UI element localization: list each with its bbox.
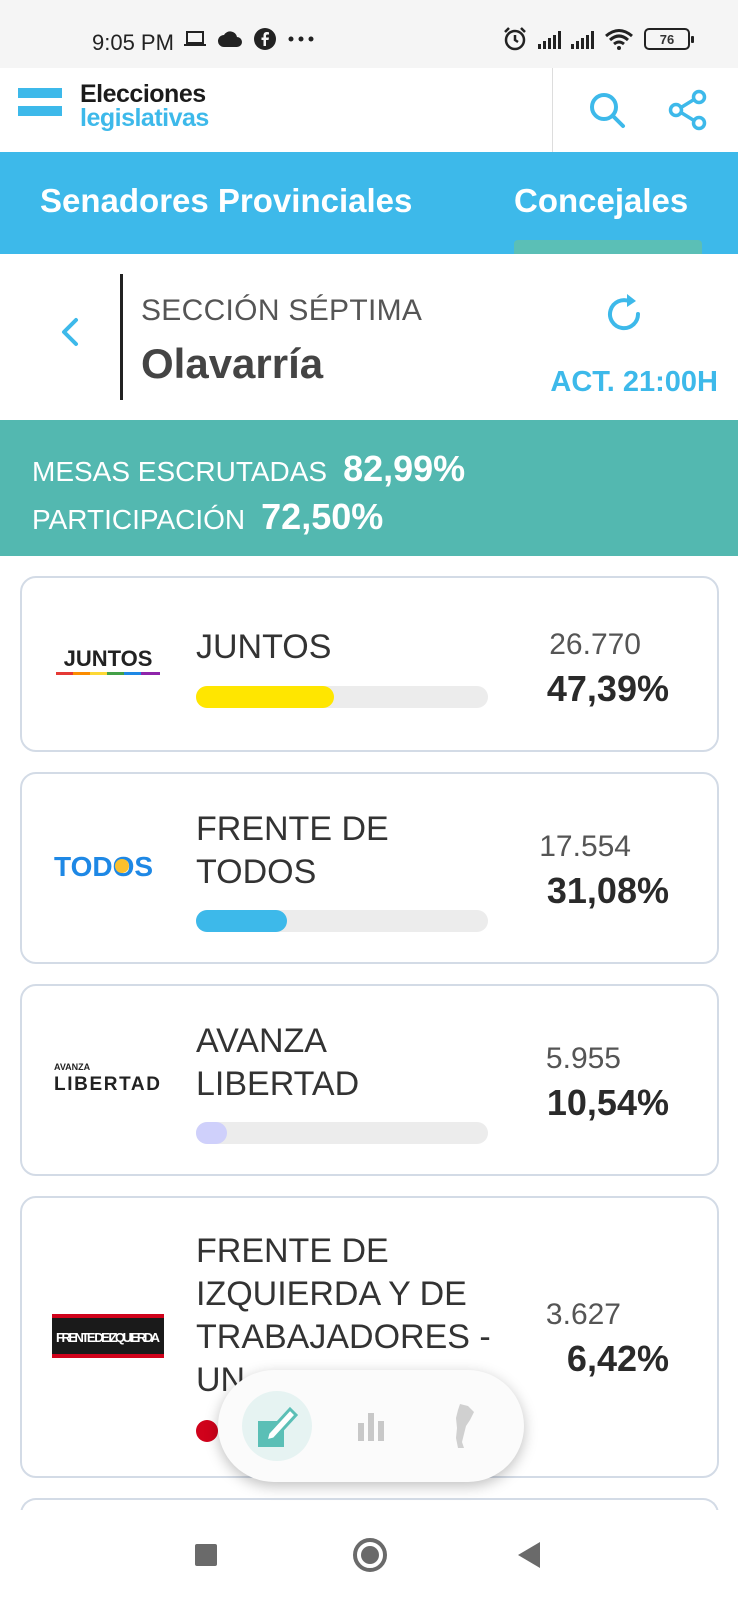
- vote-button[interactable]: [242, 1391, 312, 1461]
- svg-text:JUNTOS: JUNTOS: [64, 646, 153, 671]
- menu-logo-icon[interactable]: [18, 88, 62, 124]
- result-bar: [196, 910, 488, 932]
- signal-icon: [538, 29, 561, 49]
- refresh-icon[interactable]: [600, 290, 648, 338]
- todos-logo: TODOS: [54, 851, 153, 882]
- party-name: FRENTE DE IZQUIERDA Y DE TRABAJADORES - …: [196, 1232, 491, 1399]
- svg-text:AVANZA: AVANZA: [54, 1062, 91, 1072]
- result-bar: [196, 1420, 488, 1442]
- back-button[interactable]: [518, 1542, 540, 1568]
- location-divider: [120, 274, 123, 400]
- status-right-icons: 76: [502, 26, 694, 52]
- map-button[interactable]: [428, 1391, 498, 1461]
- svg-text:FRENTE DE IZQUIERDA: FRENTE DE IZQUIERDA: [56, 1330, 161, 1345]
- votes-count: 5.955: [545, 1042, 621, 1075]
- logo-line-2: legislativas: [80, 104, 209, 132]
- result-card[interactable]: JUNTOS JUNTOS 26.770 47,39%: [20, 576, 719, 752]
- result-card[interactable]: TODOS FRENTE DE TODOS 17.554 31,08%: [20, 772, 719, 964]
- svg-text:TODOS: TODOS: [54, 851, 153, 882]
- result-bar-fill: [196, 686, 334, 708]
- floating-nav: [218, 1370, 524, 1482]
- participacion-row: PARTICIPACIÓN 72,50%: [32, 496, 383, 538]
- result-bar-fill: [196, 910, 287, 932]
- wifi-icon: [605, 29, 633, 50]
- laptop-icon: [184, 31, 206, 46]
- cloud-icon: [218, 31, 242, 47]
- chevron-left-icon[interactable]: [50, 312, 90, 352]
- votes-count: 17.554: [539, 830, 631, 863]
- recent-apps-button[interactable]: [195, 1544, 217, 1566]
- logo-line-1: Elecciones: [80, 80, 206, 108]
- home-button[interactable]: [353, 1538, 387, 1572]
- party-name: JUNTOS: [196, 628, 332, 666]
- result-bar-fill: [196, 1122, 227, 1144]
- chart-icon: [358, 1413, 384, 1441]
- vote-percentage: 47,39%: [546, 668, 669, 709]
- avanza-libertad-logo: AVANZA LIBERTAD: [54, 1062, 160, 1095]
- section-name: SECCIÓN SÉPTIMA: [141, 294, 423, 327]
- location-bar: SECCIÓN SÉPTIMA Olavarría ACT. 21:00H: [0, 254, 738, 420]
- city-name: Olavarría: [141, 340, 324, 387]
- frente-de-izquierda-logo: FRENTE DE IZQUIERDA: [52, 1314, 164, 1358]
- svg-text:LIBERTAD: LIBERTAD: [54, 1074, 160, 1095]
- battery-icon: 76: [644, 28, 694, 50]
- votes-count: 26.770: [549, 628, 641, 661]
- result-card[interactable]: AVANZA LIBERTAD AVANZA LIBERTAD 5.955 10…: [20, 984, 719, 1176]
- vote-percentage: 31,08%: [546, 870, 669, 911]
- juntos-logo: JUNTOS: [56, 646, 160, 675]
- active-tab-indicator: [514, 240, 702, 254]
- mesas-label: MESAS ESCRUTADAS: [32, 456, 328, 487]
- argentina-map-icon: [456, 1404, 474, 1448]
- stats-banner: MESAS ESCRUTADAS 82,99% PARTICIPACIÓN 72…: [0, 420, 738, 556]
- result-bar: [196, 1122, 488, 1144]
- status-left-icons: [184, 28, 314, 50]
- search-icon[interactable]: [585, 88, 629, 132]
- signal-icon: [571, 29, 594, 49]
- party-name: AVANZA LIBERTAD: [196, 1022, 360, 1103]
- chart-button[interactable]: [336, 1391, 406, 1461]
- share-icon[interactable]: [666, 88, 710, 132]
- status-time: 9:05 PM: [92, 30, 174, 55]
- update-time: ACT. 21:00H: [550, 366, 718, 398]
- result-bar: [196, 686, 488, 708]
- tab-senadores-provinciales[interactable]: Senadores Provinciales: [40, 182, 413, 219]
- participacion-label: PARTICIPACIÓN: [32, 504, 246, 535]
- alarm-icon: [504, 27, 526, 51]
- mesas-value: 82,99%: [343, 448, 466, 489]
- system-nav-bar: [0, 1510, 738, 1600]
- facebook-icon: [254, 28, 276, 50]
- mesas-escrutadas-row: MESAS ESCRUTADAS 82,99%: [32, 448, 465, 490]
- result-bar-fill: [196, 1420, 218, 1442]
- app-header: Elecciones legislativas: [0, 68, 738, 152]
- party-name: FRENTE DE TODOS: [196, 810, 389, 891]
- vote-percentage: 6,42%: [566, 1338, 669, 1379]
- vote-percentage: 10,54%: [546, 1082, 669, 1123]
- app-logo: Elecciones legislativas: [80, 80, 209, 132]
- more-dots-icon: [288, 36, 314, 42]
- tab-concejales[interactable]: Concejales: [514, 182, 689, 219]
- votes-count: 3.627: [545, 1298, 621, 1331]
- vote-icon: [258, 1406, 299, 1447]
- category-tabs: Senadores Provinciales Concejales: [0, 152, 738, 254]
- participacion-value: 72,50%: [261, 496, 384, 537]
- header-divider: [552, 68, 553, 152]
- status-bar: 9:05 PM 76: [0, 0, 738, 68]
